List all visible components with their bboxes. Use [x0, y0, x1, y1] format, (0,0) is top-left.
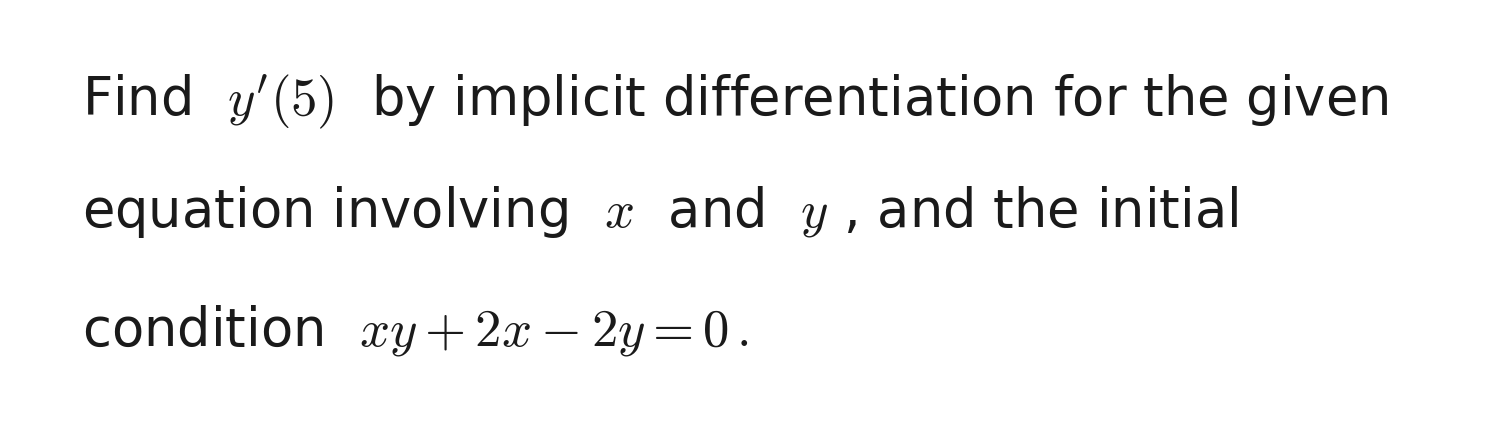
Text: equation involving  $x$  and  $y$ , and the initial: equation involving $x$ and $y$ , and the…	[82, 184, 1239, 240]
Text: condition  $xy + 2x - 2y = 0\,.$: condition $xy + 2x - 2y = 0\,.$	[82, 303, 750, 358]
Text: Find  $y'(5)$  by implicit differentiation for the given: Find $y'(5)$ by implicit differentiation…	[82, 73, 1389, 131]
